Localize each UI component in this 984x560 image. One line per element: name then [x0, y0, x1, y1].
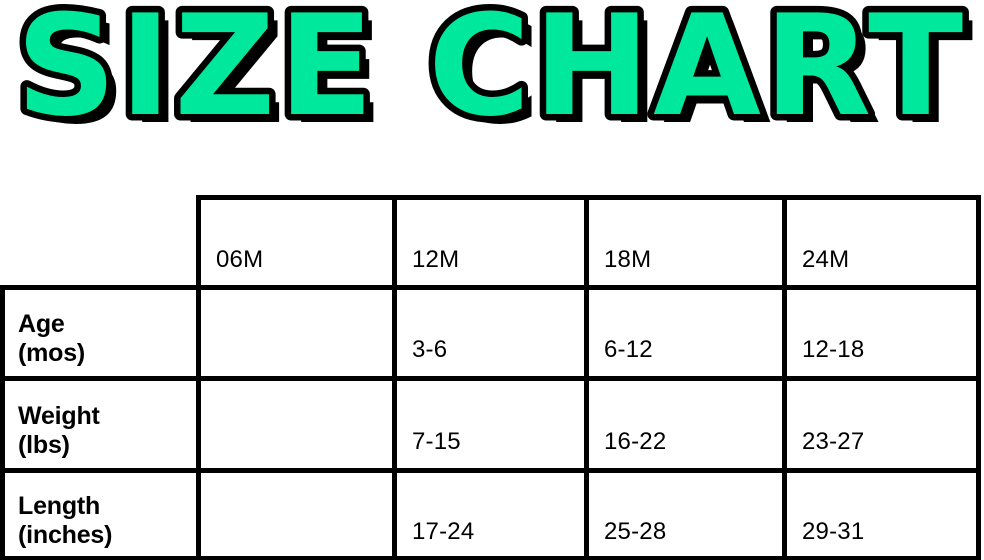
- row-label-age: Age (mos): [18, 310, 388, 368]
- cell-value: 6-12: [604, 336, 653, 364]
- table-border-header-top: [200, 195, 980, 200]
- table-header-cell-24m: 24M: [786, 198, 980, 288]
- table-cell-length-12m: 25-28: [588, 470, 786, 560]
- table-cell-age-18m: 12-18: [786, 288, 980, 378]
- row-label-line1: Length: [18, 492, 101, 520]
- table-cell-age-06m: 3-6: [396, 288, 588, 378]
- row-label-line1: Weight: [18, 402, 100, 430]
- row-label-line2: (inches): [18, 521, 113, 549]
- title-shadow-text: SIZE CHART: [26, 0, 976, 155]
- row-label-length: Length (inches): [18, 492, 388, 550]
- cell-value: 3-6: [412, 336, 448, 364]
- column-header-label: 18M: [604, 246, 652, 274]
- table-border-row1-top: [0, 285, 980, 290]
- table-header-cell-06m: 06M: [200, 198, 396, 288]
- table-border-left: [0, 285, 5, 560]
- table-cell-weight-12m: 16-22: [588, 378, 786, 470]
- row-label-weight: Weight (lbs): [18, 402, 388, 460]
- column-header-label: 12M: [412, 246, 460, 274]
- table-divider-col-1: [196, 195, 201, 560]
- table-divider-col-3: [584, 195, 589, 560]
- row-label-line2: (lbs): [18, 431, 70, 459]
- column-header-label: 24M: [802, 246, 850, 274]
- table-grid: 06M 12M 18M 24M Age (mos) 3-6: [0, 190, 984, 560]
- cell-value: 29-31: [802, 518, 865, 546]
- cell-value: 12-18: [802, 336, 865, 364]
- row-label-line2: (mos): [18, 339, 86, 367]
- table-border-right: [976, 195, 981, 560]
- table-cell-length-06m: 17-24: [396, 470, 588, 560]
- page-title: SIZE CHART SIZE CHART SIZE CHART: [0, 0, 984, 165]
- table-border-row3-top: [0, 468, 980, 473]
- title-fill-text: SIZE CHART: [16, 0, 966, 147]
- table-cell-age-12m: 6-12: [588, 288, 786, 378]
- table-border-bottom: [0, 556, 980, 560]
- cell-value: 23-27: [802, 428, 865, 456]
- cell-value: 7-15: [412, 428, 461, 456]
- cell-value: 25-28: [604, 518, 667, 546]
- title-outline-text: SIZE CHART: [16, 0, 966, 147]
- table-divider-col-2: [392, 195, 397, 560]
- table-cell-length-18m: 29-31: [786, 470, 980, 560]
- title-artwork: SIZE CHART SIZE CHART SIZE CHART: [10, 0, 976, 155]
- row-label-line1: Age: [18, 310, 65, 338]
- table-header-cell-18m: 18M: [588, 198, 786, 288]
- size-chart-table: 06M 12M 18M 24M Age (mos) 3-6: [0, 190, 984, 560]
- table-header-cell-12m: 12M: [396, 198, 588, 288]
- table-cell-weight-18m: 23-27: [786, 378, 980, 470]
- table-cell-weight-06m: 7-15: [396, 378, 588, 470]
- column-header-label: 06M: [216, 246, 264, 274]
- table-border-row2-top: [0, 376, 980, 381]
- cell-value: 16-22: [604, 428, 667, 456]
- table-divider-col-4: [782, 195, 787, 560]
- cell-value: 17-24: [412, 518, 475, 546]
